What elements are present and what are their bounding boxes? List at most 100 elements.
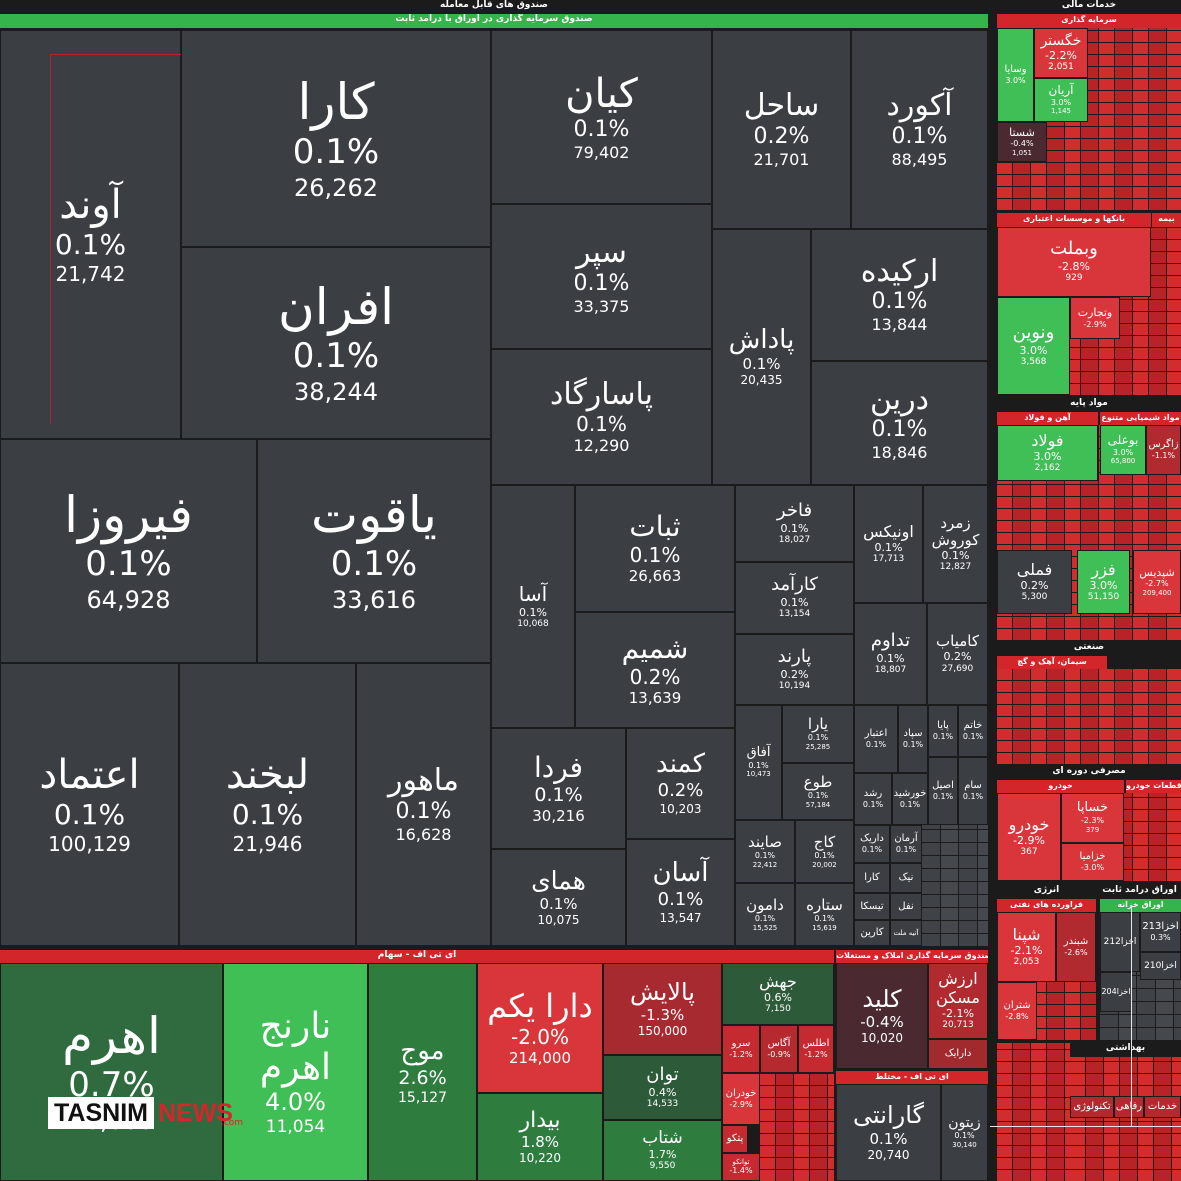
stock-tile-fazar[interactable]: فزر 3.0% 51,150 — [1077, 550, 1130, 614]
fund-tile-asa[interactable]: آسا 0.1% 10,068 — [491, 485, 575, 728]
fund-tile-tadavom[interactable]: تداوم 0.1% 18,807 — [854, 603, 927, 705]
fund-tile-kamand[interactable]: کمند 0.2% 10,203 — [626, 728, 735, 839]
fund-tile-kelid[interactable]: کلید -0.4% 10,020 — [836, 963, 928, 1069]
fund-tile-karin[interactable]: کارین — [854, 920, 890, 946]
etf-tile-atlas[interactable]: اطلس -1.2% — [798, 1025, 834, 1073]
fund-tile-yaghout[interactable]: یاقوت 0.1% 33,616 — [257, 439, 491, 663]
stock-tile-khodro[interactable]: خودرو -2.9% 367 — [997, 793, 1061, 881]
fund-tile-zeytoun[interactable]: زیتون 0.1% 30,140 — [941, 1084, 988, 1181]
etf-tile-bidar[interactable]: بیدار 1.8% 10,220 — [477, 1093, 603, 1181]
etf-tile-agas[interactable]: آگاس -0.9% — [760, 1025, 798, 1073]
fund-tile-asan[interactable]: آسان 0.1% 13,547 — [626, 839, 735, 946]
fund-tile-shamim[interactable]: شمیم 0.2% 13,639 — [575, 612, 735, 728]
etf-tile-ahrom[interactable]: اهرم 0.7% 16,600 — [0, 963, 223, 1181]
fund-tile-sabat[interactable]: ثبات 0.1% 26,663 — [575, 485, 735, 612]
etf-tile-sarv[interactable]: سرو -1.2% — [722, 1025, 760, 1073]
fund-tile-kaj[interactable]: کاج 0.1% 20,002 — [795, 820, 854, 883]
fund-tile-damoun[interactable]: دامون 0.1% 15,525 — [735, 883, 795, 946]
stock-tile-vtejarat[interactable]: وتجارت -2.9% — [1070, 297, 1120, 339]
stock-tile-arian[interactable]: آریان 3.0% 1,145 — [1034, 78, 1088, 122]
fund-tile-paya[interactable]: پایا 0.1% — [928, 705, 958, 757]
bond-tile-akhza204[interactable]: اخزا204 — [1100, 972, 1132, 1012]
etf-tile-petko[interactable]: پتکو — [722, 1125, 748, 1153]
fund-tile-kamyab[interactable]: کامیاب 0.2% 27,690 — [927, 603, 988, 705]
fund-tile-afran[interactable]: افران 0.1% 38,244 — [181, 247, 491, 439]
fund-tile-darayek[interactable]: دارایک — [928, 1039, 988, 1069]
fund-tile-khorshid[interactable]: خورشید 0.1% — [892, 773, 928, 825]
fund-tile-separ[interactable]: سپر 0.1% 33,375 — [491, 204, 712, 349]
stock-tile-vnovin[interactable]: ونوین 3.0% 3,568 — [997, 297, 1070, 395]
fund-tile-sayand[interactable]: صایند 0.1% 22,412 — [735, 820, 795, 883]
fund-tile-arman[interactable]: آرمان 0.1% — [890, 825, 922, 863]
fund-tile-darik[interactable]: داریک 0.1% — [854, 825, 890, 863]
stock-tile-shasta[interactable]: شستا -0.4% 1,051 — [997, 122, 1047, 162]
fund-tile-etemad[interactable]: اعتماد 0.1% 100,129 — [0, 663, 179, 946]
stock-tile-shepna[interactable]: شپنا -2.1% 2,053 — [997, 912, 1056, 982]
etf-tile-tavanko[interactable]: توانکو -1.4% — [722, 1153, 760, 1181]
stock-tile-khsapa[interactable]: خساپا -2.3% 379 — [1061, 793, 1124, 843]
etf-tile-jahesh[interactable]: جهش 0.6% 7,150 — [722, 963, 834, 1025]
health-mosaic — [1070, 1057, 1181, 1181]
fund-tile-garanti[interactable]: گارانتی 0.1% 20,740 — [836, 1084, 941, 1181]
etf-tile-palayesh[interactable]: پالایش -1.3% 150,000 — [603, 963, 722, 1055]
fund-tile-homay[interactable]: همای 0.1% 10,075 — [491, 849, 626, 946]
fund-tile-farda[interactable]: فردا 0.1% 30,216 — [491, 728, 626, 849]
bond-tile-akhza212[interactable]: اخزا212 — [1100, 912, 1140, 972]
stock-tile-bouali[interactable]: بوعلی 3.0% 65,800 — [1100, 425, 1146, 475]
fund-tile-orkideh[interactable]: ارکیده 0.1% 13,844 — [811, 229, 988, 361]
stock-tile-technology[interactable]: تکنولوژی — [1070, 1096, 1114, 1118]
fund-tile-yara[interactable]: یارا 0.1% 25,285 — [782, 705, 854, 763]
stock-tile-shtran[interactable]: شتران -2.8% — [997, 982, 1037, 1040]
etf-tile-dara-yekom[interactable]: دارا یکم -2.0% 214,000 — [477, 963, 603, 1093]
fund-tile-etebar[interactable]: اعتبار 0.1% — [854, 705, 898, 773]
fund-tile-zomorod[interactable]: زمرد کوروش 0.1% 12,827 — [923, 485, 988, 603]
etf-tile-tavan[interactable]: توان 0.4% 14,533 — [603, 1055, 722, 1120]
fund-tile-mahour[interactable]: ماهور 0.1% 16,628 — [356, 663, 491, 946]
fund-tile-karamad[interactable]: کارآمد 0.1% 13,154 — [735, 562, 854, 634]
fund-tile-tiska[interactable]: تیسکا — [854, 893, 890, 920]
stock-tile-khgostar[interactable]: خگستر -2.2% 2,051 — [1034, 28, 1088, 78]
fund-tile-nik[interactable]: نیک — [890, 863, 922, 893]
bond-tile-akhza213[interactable]: اخزا213 0.3% — [1140, 912, 1181, 952]
stock-tile-khadamat[interactable]: خدمات — [1144, 1096, 1181, 1118]
fund-tile-asil[interactable]: اصیل 0.1% — [928, 757, 958, 825]
etf-tile-narenj-ahrom[interactable]: نارنج اهرم 4.0% 11,054 — [223, 963, 368, 1181]
fund-tile-parand[interactable]: پارند 0.2% 10,194 — [735, 634, 854, 705]
stock-tile-vbmellat[interactable]: وبملت -2.8% 929 — [997, 227, 1151, 297]
fund-tile-firouza[interactable]: فیروزا 0.1% 64,928 — [0, 439, 257, 663]
fund-tile-pasargad[interactable]: پاسارگاد 0.1% 12,290 — [491, 349, 712, 485]
fund-tile-kara-small[interactable]: کارا — [854, 863, 890, 893]
fund-tile-onyx[interactable]: اونیکس 0.1% 17,713 — [854, 485, 923, 603]
fund-tile-sam[interactable]: سام 0.1% — [958, 757, 988, 825]
fund-tile-setareh[interactable]: ستاره 0.1% 15,619 — [795, 883, 854, 946]
fund-tile-kian[interactable]: کیان 0.1% 79,402 — [491, 30, 712, 204]
fund-tile-afagh[interactable]: آفاق 0.1% 10,473 — [735, 705, 782, 820]
fund-tile-fakher[interactable]: فاخر 0.1% 18,027 — [735, 485, 854, 562]
stock-tile-fameli[interactable]: فملی 0.2% 5,300 — [997, 550, 1072, 614]
fund-tile-kara[interactable]: کارا 0.1% 26,262 — [181, 30, 491, 247]
fund-tile-padash[interactable]: پاداش 0.1% 20,435 — [712, 229, 811, 485]
fund-tile-dorin[interactable]: درین 0.1% 18,846 — [811, 361, 988, 485]
fund-tile-akord[interactable]: آکورد 0.1% 88,495 — [851, 30, 988, 229]
stock-tile-shbandar[interactable]: شبندر -2.6% — [1056, 912, 1096, 982]
fund-tile-sahel[interactable]: ساحل 0.2% 21,701 — [712, 30, 851, 229]
fund-tile-avand[interactable]: آوند 0.1% 21,742 — [0, 30, 181, 439]
stock-tile-zagros[interactable]: زاگرس -1.1% — [1146, 425, 1181, 475]
fund-tile-roshd[interactable]: رشد 0.1% — [854, 773, 892, 825]
etf-tile-shetab[interactable]: شتاب 1.7% 9,550 — [603, 1120, 722, 1181]
stock-tile-foulad[interactable]: فولاد 3.0% 2,162 — [997, 425, 1098, 481]
fund-tile-sepad[interactable]: سپاد 0.1% — [898, 705, 928, 773]
stock-tile-khzamia[interactable]: خزامیا -3.0% — [1061, 843, 1124, 881]
stock-tile-refahi[interactable]: رفاهی — [1114, 1096, 1144, 1118]
fund-tile-khatam[interactable]: خاتم 0.1% — [958, 705, 988, 757]
bond-tile-akhza210[interactable]: اخزا210 — [1140, 952, 1181, 980]
stock-tile-shepdis[interactable]: شپدیس -2.7% 209,400 — [1133, 550, 1181, 614]
etf-tile-mowj[interactable]: موج 2.6% 15,127 — [368, 963, 477, 1181]
stock-tile-vasaya[interactable]: وسایا 3.0% — [997, 28, 1034, 122]
fund-tile-labkhand[interactable]: لبخند 0.1% 21,946 — [179, 663, 356, 946]
fund-tile-arzesh-maskan[interactable]: ارزش مسکن -2.1% 20,713 — [928, 963, 988, 1039]
fund-tile-tolou[interactable]: طوع 0.1% 57,184 — [782, 763, 854, 820]
fund-tile-nafl[interactable]: نفل — [890, 893, 922, 920]
etf-tile-khodran[interactable]: خودران -2.9% — [722, 1073, 760, 1125]
fund-tile-atieh-mellat[interactable]: آتیه ملت — [890, 920, 922, 946]
